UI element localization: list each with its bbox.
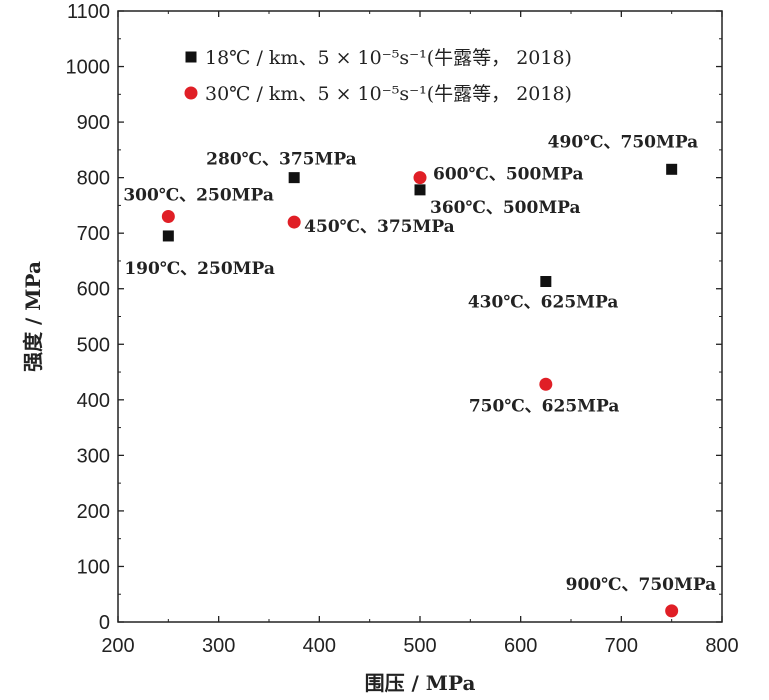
point-label-s0-p2: 360℃、500MPa bbox=[430, 198, 581, 218]
y-tick-label: 400 bbox=[77, 390, 110, 412]
point-label-s0-p1: 280℃、375MPa bbox=[206, 150, 357, 170]
data-point-s1-p0 bbox=[161, 210, 175, 224]
x-tick-label: 300 bbox=[202, 635, 235, 657]
data-point-s1-p2 bbox=[413, 171, 427, 185]
data-point-s1-p4 bbox=[665, 604, 679, 618]
data-points bbox=[161, 163, 679, 618]
x-tick-label: 500 bbox=[403, 635, 436, 657]
y-tick-label: 800 bbox=[77, 168, 110, 190]
data-point-s0-p0 bbox=[162, 230, 174, 242]
data-point-s0-p4 bbox=[666, 163, 678, 175]
data-point-s0-p1 bbox=[288, 172, 300, 184]
y-tick-label: 100 bbox=[77, 556, 110, 578]
y-tick-label: 1000 bbox=[66, 57, 111, 79]
x-tick-label: 800 bbox=[705, 635, 738, 657]
y-tick-label: 500 bbox=[77, 334, 110, 356]
point-label-s0-p4: 490℃、750MPa bbox=[548, 132, 699, 152]
plot-axes: 200 300 400 500 600 700 800 0 100 200 300 400 500 600… bbox=[66, 1, 739, 657]
x-tick-label: 200 bbox=[101, 635, 134, 657]
point-label-s0-p3: 430℃、625MPa bbox=[468, 293, 619, 313]
y-tick-label: 300 bbox=[77, 445, 110, 467]
x-tick-label: 400 bbox=[303, 635, 336, 657]
y-tick-label: 200 bbox=[77, 501, 110, 523]
legend-marker-0 bbox=[185, 51, 197, 63]
point-label-s1-p3: 750℃、625MPa bbox=[469, 396, 620, 416]
legend: 18℃ / km、5 × 10⁻⁵s⁻¹(牛露等， 2018) 30℃ / km、… bbox=[184, 47, 572, 105]
x-tick-label: 700 bbox=[605, 635, 638, 657]
legend-entry-1: 30℃ / km、5 × 10⁻⁵s⁻¹(牛露等， 2018) bbox=[205, 83, 572, 105]
x-axis-label: 围压 / MPa bbox=[365, 671, 476, 695]
data-point-s0-p2 bbox=[414, 184, 426, 196]
y-tick-label: 700 bbox=[77, 223, 110, 245]
legend-marker-1 bbox=[184, 86, 198, 100]
y-tick-label: 1100 bbox=[67, 1, 110, 23]
point-label-s1-p2: 600℃、500MPa bbox=[433, 165, 584, 185]
point-label-s1-p4: 900℃、750MPa bbox=[566, 575, 717, 595]
point-label-s1-p1: 450℃、375MPa bbox=[304, 217, 455, 237]
data-point-s1-p3 bbox=[539, 377, 553, 391]
point-label-s1-p0: 300℃、250MPa bbox=[123, 186, 274, 206]
legend-entry-0: 18℃ / km、5 × 10⁻⁵s⁻¹(牛露等， 2018) bbox=[205, 47, 572, 69]
y-tick-label: 600 bbox=[77, 279, 110, 301]
y-tick-label: 0 bbox=[99, 612, 110, 634]
data-point-s1-p1 bbox=[287, 215, 301, 229]
y-tick-label: 900 bbox=[77, 112, 110, 134]
x-tick-label: 600 bbox=[504, 635, 537, 657]
y-axis-label: 强度 / MPa bbox=[21, 261, 45, 372]
point-label-s0-p0: 190℃、250MPa bbox=[124, 259, 275, 279]
point-labels: 190℃、250MPa 280℃、375MPa 360℃、500MPa 430℃、62… bbox=[123, 132, 716, 595]
data-point-s0-p3 bbox=[540, 276, 552, 288]
